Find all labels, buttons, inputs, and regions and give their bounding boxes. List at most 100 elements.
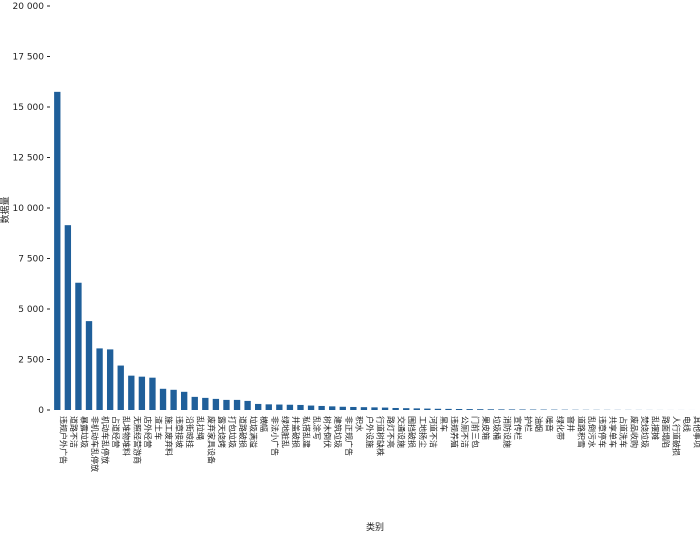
- bar: [202, 398, 208, 410]
- y-tick-label: 10 000: [13, 204, 45, 214]
- x-tick-label: 道路不洁: [69, 416, 79, 448]
- x-tick-label: 道路积雪: [576, 416, 586, 448]
- bar: [488, 409, 494, 410]
- y-axis-title: 数据量: [0, 196, 11, 223]
- x-tick-label: 露天烧烤: [217, 416, 227, 448]
- x-tick-label: 电线: [682, 416, 692, 432]
- x-tick-label: 河道不洁: [428, 416, 438, 448]
- bar: [170, 390, 176, 410]
- bar: [466, 409, 472, 410]
- bar: [86, 321, 92, 410]
- bar: [234, 400, 240, 410]
- x-tick-label: 非机动车乱停放: [90, 416, 100, 472]
- x-tick-label: 其他事项: [693, 416, 700, 448]
- x-tick-label: 店外经营: [143, 416, 153, 448]
- bar: [128, 376, 134, 410]
- x-tick-label: 绿地脏乱: [280, 416, 290, 448]
- x-tick-label: 违章停车: [598, 416, 608, 448]
- bar: [403, 408, 409, 410]
- x-tick-label: 无照经营游商: [132, 416, 142, 464]
- x-tick-label: 噪音: [545, 416, 555, 432]
- x-tick-label: 乱堆物堆料: [122, 416, 132, 456]
- x-tick-label: 暴露垃圾: [79, 416, 89, 448]
- x-axis-title: 类别: [366, 521, 384, 533]
- x-tick-label: 行道树缺株: [376, 416, 386, 456]
- x-tick-label: 横幅: [259, 416, 269, 432]
- x-tick-label: 施工废弃料: [164, 416, 174, 456]
- x-tick-label: 果皮箱: [481, 416, 491, 440]
- bar: [244, 401, 250, 410]
- bar: [181, 392, 187, 410]
- x-tick-label: 打包垃圾: [227, 416, 237, 448]
- x-tick-label: 共享单车: [608, 416, 618, 448]
- x-tick-label: 垃圾桶: [492, 416, 502, 440]
- x-tick-label: 废弃家具设备: [206, 416, 216, 464]
- y-tick-label: 12 500: [13, 154, 45, 164]
- bar: [498, 409, 504, 410]
- x-tick-label: 路面塌陷: [661, 416, 671, 448]
- y-tick-label: 15 000: [13, 103, 45, 113]
- x-tick-label: 树木倒伏: [323, 416, 333, 448]
- x-tick-label: 占道洗车: [619, 416, 629, 448]
- bar: [318, 406, 324, 410]
- bar: [340, 407, 346, 410]
- bar: [308, 406, 314, 410]
- x-tick-label: 消防设施: [502, 416, 512, 448]
- y-tick-label: 20 000: [13, 2, 45, 12]
- y-tick-label: 2 500: [18, 356, 44, 366]
- bar: [519, 409, 525, 410]
- bar: [96, 348, 102, 410]
- x-tick-label: 乱倒污水: [587, 416, 597, 448]
- bar: [435, 409, 441, 410]
- x-tick-label: 黑车: [439, 416, 449, 432]
- bar: [456, 409, 462, 410]
- bar: [509, 409, 515, 410]
- x-tick-label: 焚烧垃圾: [640, 416, 650, 448]
- x-tick-label: 路灯不亮: [386, 416, 396, 448]
- bar: [139, 377, 145, 410]
- x-tick-label: 乱涂写: [312, 416, 322, 440]
- x-tick-label: 沿街晾挂: [185, 416, 195, 448]
- bar: [297, 405, 303, 410]
- x-tick-label: 公厕不洁: [460, 416, 470, 448]
- x-tick-label: 积水: [354, 416, 364, 432]
- x-tick-label: 垃圾满溢: [249, 416, 259, 448]
- bar: [149, 378, 155, 410]
- bar: [382, 408, 388, 410]
- x-tick-label: 交通设施: [397, 416, 407, 448]
- x-tick-label: 机动车乱停放: [101, 416, 111, 464]
- x-tick-label: 绿化带: [555, 416, 565, 440]
- bar: [213, 399, 219, 410]
- x-tick-label: 窨井: [566, 416, 576, 432]
- bar: [350, 407, 356, 410]
- x-tick-label: 门前三包: [471, 416, 481, 448]
- x-tick-label: 建筑垃圾: [333, 416, 343, 448]
- bar: [276, 405, 282, 410]
- bar: [223, 400, 229, 410]
- x-tick-label: 违规户外广告: [58, 416, 68, 464]
- x-tick-label: 非法小广告: [270, 416, 280, 456]
- x-tick-label: 户外设施: [365, 416, 375, 448]
- bar: [192, 397, 198, 410]
- bar: [392, 408, 398, 410]
- x-tick-label: 宣传栏: [513, 416, 523, 440]
- bar: [361, 407, 367, 410]
- y-tick-label: 7 500: [18, 255, 44, 265]
- bar: [287, 405, 293, 410]
- bar: [329, 406, 335, 410]
- bar: [75, 283, 81, 410]
- bar: [255, 404, 261, 410]
- x-tick-label: 私搭乱建: [301, 416, 311, 448]
- y-tick-label: 17 500: [13, 53, 45, 63]
- x-tick-label: 工地扬尘: [418, 416, 428, 448]
- bar: [266, 404, 272, 410]
- x-tick-label: 非正规广告: [344, 416, 354, 456]
- x-tick-label: 围挡破损: [407, 416, 417, 448]
- bar: [424, 409, 430, 410]
- x-tick-label: 乱摆摊: [650, 416, 660, 440]
- x-tick-label: 渣土车: [153, 416, 163, 440]
- x-tick-label: 井盖破损: [291, 416, 301, 448]
- y-tick-label: 5 000: [18, 305, 44, 315]
